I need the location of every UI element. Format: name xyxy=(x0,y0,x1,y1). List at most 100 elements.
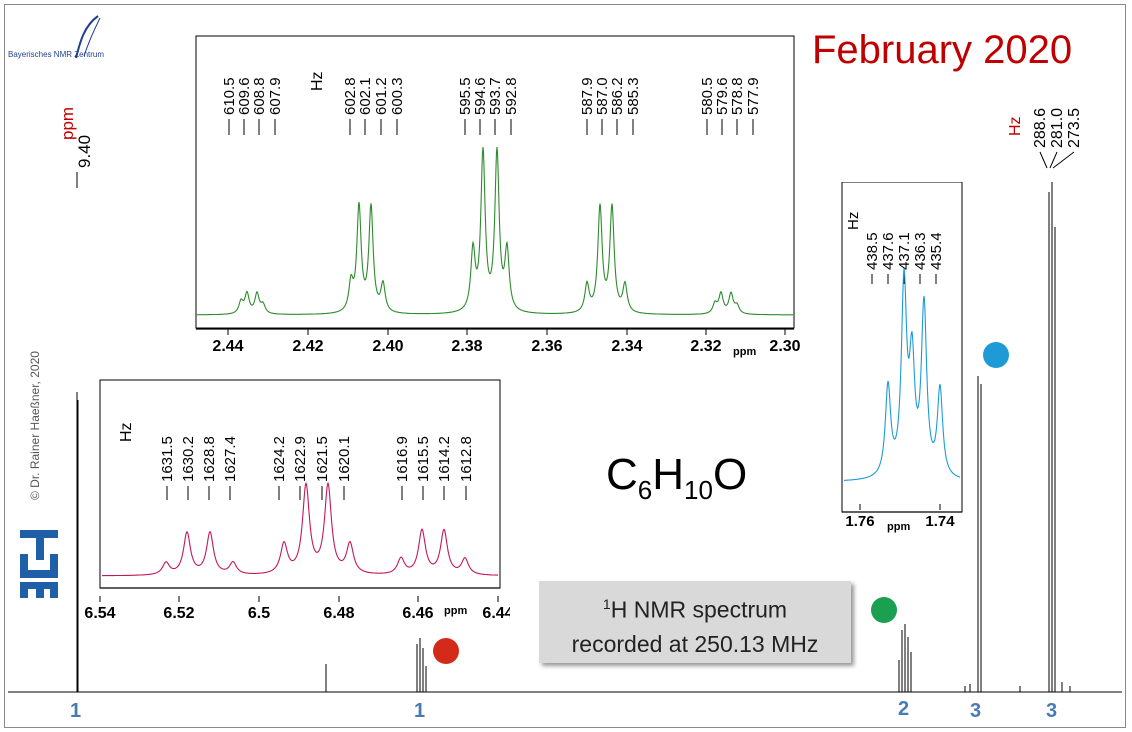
peak-label: 587.0 xyxy=(594,77,611,115)
inset-blue-axis: 1.76 1.74 xyxy=(842,504,962,530)
formula-c-count: 6 xyxy=(637,475,653,505)
inset-blue-unit: ppm xyxy=(887,521,910,533)
integral-label: 1 xyxy=(70,700,82,722)
ppm-value-label: 9.40 xyxy=(75,135,94,168)
figure-frame xyxy=(4,4,1126,728)
callout-line1: H NMR spectrum xyxy=(610,596,788,623)
peak-label: 436.3 xyxy=(912,232,929,270)
axis-tick-label: 2.30 xyxy=(769,338,800,355)
inset-green-hz-unit: Hz xyxy=(309,71,326,91)
peak-label: 594.6 xyxy=(472,77,489,115)
peak-label: 1631.5 xyxy=(159,436,176,482)
peak-label: 595.5 xyxy=(457,77,474,115)
peak-label: 578.8 xyxy=(729,77,746,115)
peak-label: 437.6 xyxy=(880,232,897,270)
peak-label: 1616.9 xyxy=(394,436,411,482)
formula-o: O xyxy=(712,450,748,499)
ppm-unit-label: ppm xyxy=(58,107,77,140)
red-marker-dot xyxy=(433,638,459,664)
integral-label: 3 xyxy=(1046,700,1058,722)
axis-tick-label: 6.5 xyxy=(248,605,270,622)
blue-marker-dot xyxy=(983,342,1009,368)
inset-magenta-hz-unit: Hz xyxy=(118,422,135,442)
peak-label: 580.5 xyxy=(699,77,716,115)
peak-label: 1614.2 xyxy=(436,436,453,482)
molecular-formula: C6H10O xyxy=(606,450,747,506)
axis-tick-label: 2.42 xyxy=(292,338,323,355)
peak-label: 437.1 xyxy=(896,232,913,270)
axis-tick-label: 6.44 xyxy=(482,605,510,622)
inset-blue-trace xyxy=(843,268,961,481)
inset-magenta: Hz 1631.5 1630.2 1628.8 1627.4 1624.2 1622.9 1… xyxy=(84,379,510,622)
logo-text: Bayerisches NMR Zentrum xyxy=(8,50,105,59)
axis-tick-label: 2.36 xyxy=(531,338,562,355)
right-hz-labels: 288.6 281.0 273.5 xyxy=(1032,108,1083,169)
peak-label: 608.8 xyxy=(251,77,268,115)
peak-label: 609.6 xyxy=(236,77,253,115)
peak-label: 593.7 xyxy=(487,77,504,115)
peak-label: 1615.5 xyxy=(415,436,432,482)
axis-tick-label: 6.46 xyxy=(402,605,433,622)
peak-label-tick xyxy=(1049,151,1058,169)
green-marker-dot xyxy=(871,597,897,623)
peak-label-tick xyxy=(1052,151,1075,169)
inset-magenta-axis: 6.54 6.52 6.5 6.48 6.46 6.44 xyxy=(84,587,510,622)
axis-tick-label: 6.48 xyxy=(323,605,354,622)
axis-tick-label: 2.38 xyxy=(451,338,482,355)
axis-tick-label: 1.74 xyxy=(925,513,955,530)
peak-label: 602.8 xyxy=(342,77,359,115)
peak-label: 610.5 xyxy=(221,77,238,115)
main-peaks xyxy=(76,182,1071,692)
peak-label: 273.5 xyxy=(1066,108,1083,148)
peak-label: 438.5 xyxy=(864,232,881,270)
formula-c: C xyxy=(606,450,638,499)
axis-tick-label: 6.54 xyxy=(84,605,115,622)
callout-superscript: 1 xyxy=(602,596,611,612)
peak-label: 586.2 xyxy=(609,77,626,115)
peak-label: 601.2 xyxy=(373,77,390,115)
axis-tick-label: 2.40 xyxy=(372,338,403,355)
nmr-logo-icon xyxy=(75,15,101,59)
peak-label: 1612.8 xyxy=(458,436,475,482)
hz-unit-label: Hz xyxy=(1007,116,1024,136)
integral-label: 2 xyxy=(898,698,910,720)
inset-blue-hz-unit: Hz xyxy=(845,212,862,230)
peak-label: 592.8 xyxy=(503,77,520,115)
peak-label: 607.9 xyxy=(267,77,284,115)
inset-blue-peak-labels: 438.5 437.6 437.1 436.3 435.4 xyxy=(864,232,945,284)
peak-label: 587.9 xyxy=(579,77,596,115)
peak-label: 1622.9 xyxy=(292,436,309,482)
peak-label: 1630.2 xyxy=(180,436,197,482)
axis-tick-label: 1.76 xyxy=(845,513,874,530)
axis-tick-label: 2.34 xyxy=(611,338,642,355)
inset-magenta-trace xyxy=(102,481,499,577)
peak-label: 1620.1 xyxy=(336,436,353,482)
peak-label: 579.6 xyxy=(714,77,731,115)
peak-label: 602.1 xyxy=(357,77,374,115)
inset-green-axis: 2.44 2.42 2.40 2.38 2.36 2.34 2.32 2.30 xyxy=(196,328,801,355)
axis-tick-label: 2.32 xyxy=(690,338,721,355)
axis-tick-label: 6.52 xyxy=(163,605,194,622)
formula-h: H xyxy=(652,450,685,499)
tum-logo-icon xyxy=(20,530,58,598)
inset-magenta-unit: ppm xyxy=(444,605,467,617)
inset-green-frame xyxy=(195,35,795,329)
inset-blue: Hz 438.5 437.6 437.1 436.3 435.4 1.76 1.74 pp… xyxy=(841,182,963,533)
peak-label: 1627.4 xyxy=(222,436,239,482)
peak-label-tick xyxy=(1039,151,1048,169)
peak-label: 435.4 xyxy=(928,232,945,270)
peak-label: 585.3 xyxy=(625,77,642,115)
peak-label: 1628.8 xyxy=(201,436,218,482)
peak-label: 288.6 xyxy=(1032,108,1049,148)
inset-green-trace xyxy=(197,146,793,316)
axis-tick-label: 2.44 xyxy=(212,338,243,355)
peak-label: 577.9 xyxy=(745,77,762,115)
peak-label: 281.0 xyxy=(1049,108,1066,148)
peak-label: 1621.5 xyxy=(314,436,331,482)
inset-green-unit: ppm xyxy=(733,346,756,358)
peak-label: 600.3 xyxy=(389,77,406,115)
